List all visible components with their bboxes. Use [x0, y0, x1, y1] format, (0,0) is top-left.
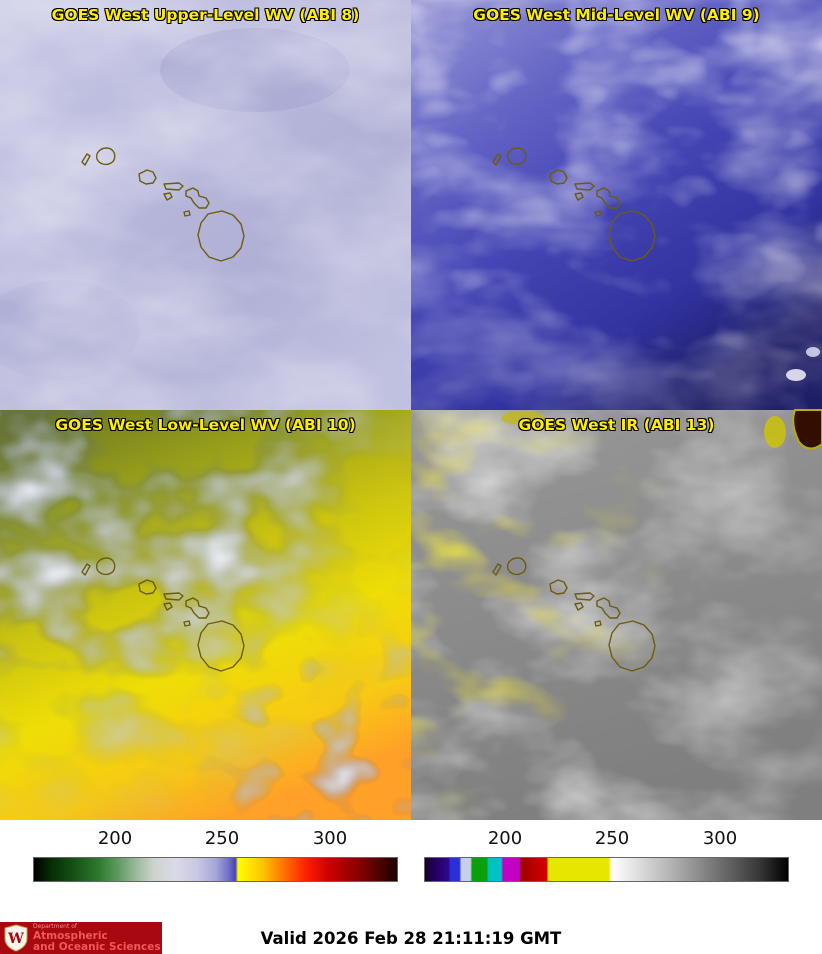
panel-title-abi10: GOES West Low-Level WV (ABI 10)	[55, 416, 356, 434]
uw-aos-logo: W Department of Atmospheric and Oceanic …	[0, 922, 162, 954]
panel-title-abi13: GOES West IR (ABI 13)	[518, 416, 715, 434]
uw-crest-icon: W	[4, 924, 28, 952]
wv-colorbar-tick-300: 300	[312, 828, 348, 849]
wv-colorbar-tick-250: 250	[204, 828, 240, 849]
ir-colorbar-tick-250: 250	[594, 828, 630, 849]
satellite-quad-imagery	[0, 0, 822, 820]
panel-image-abi10	[0, 410, 411, 820]
logo-text-block: Department of Atmospheric and Oceanic Sc…	[33, 924, 161, 952]
panel-title-abi8: GOES West Upper-Level WV (ABI 8)	[51, 6, 360, 24]
logo-dept-line: Department of	[33, 923, 77, 930]
panel-image-abi9	[411, 0, 822, 410]
wv-colorbar-tick-200: 200	[97, 828, 133, 849]
wv-colorbar	[33, 857, 398, 882]
panel-image-abi8	[0, 0, 411, 410]
logo-name-line1: Atmospheric	[33, 930, 108, 942]
ir-colorbar	[424, 857, 789, 882]
ir-colorbar-tick-300: 300	[702, 828, 738, 849]
ir-colorbar-tick-200: 200	[487, 828, 523, 849]
valid-time: Valid 2026 Feb 28 21:11:19 GMT	[260, 929, 562, 948]
panel-image-abi13	[411, 409, 822, 820]
cold-cloud-top-blob	[792, 409, 822, 450]
logo-name-line2: and Oceanic Sciences	[33, 940, 161, 953]
panel-title-abi9: GOES West Mid-Level WV (ABI 9)	[473, 6, 760, 24]
crest-letter: W	[7, 931, 24, 947]
